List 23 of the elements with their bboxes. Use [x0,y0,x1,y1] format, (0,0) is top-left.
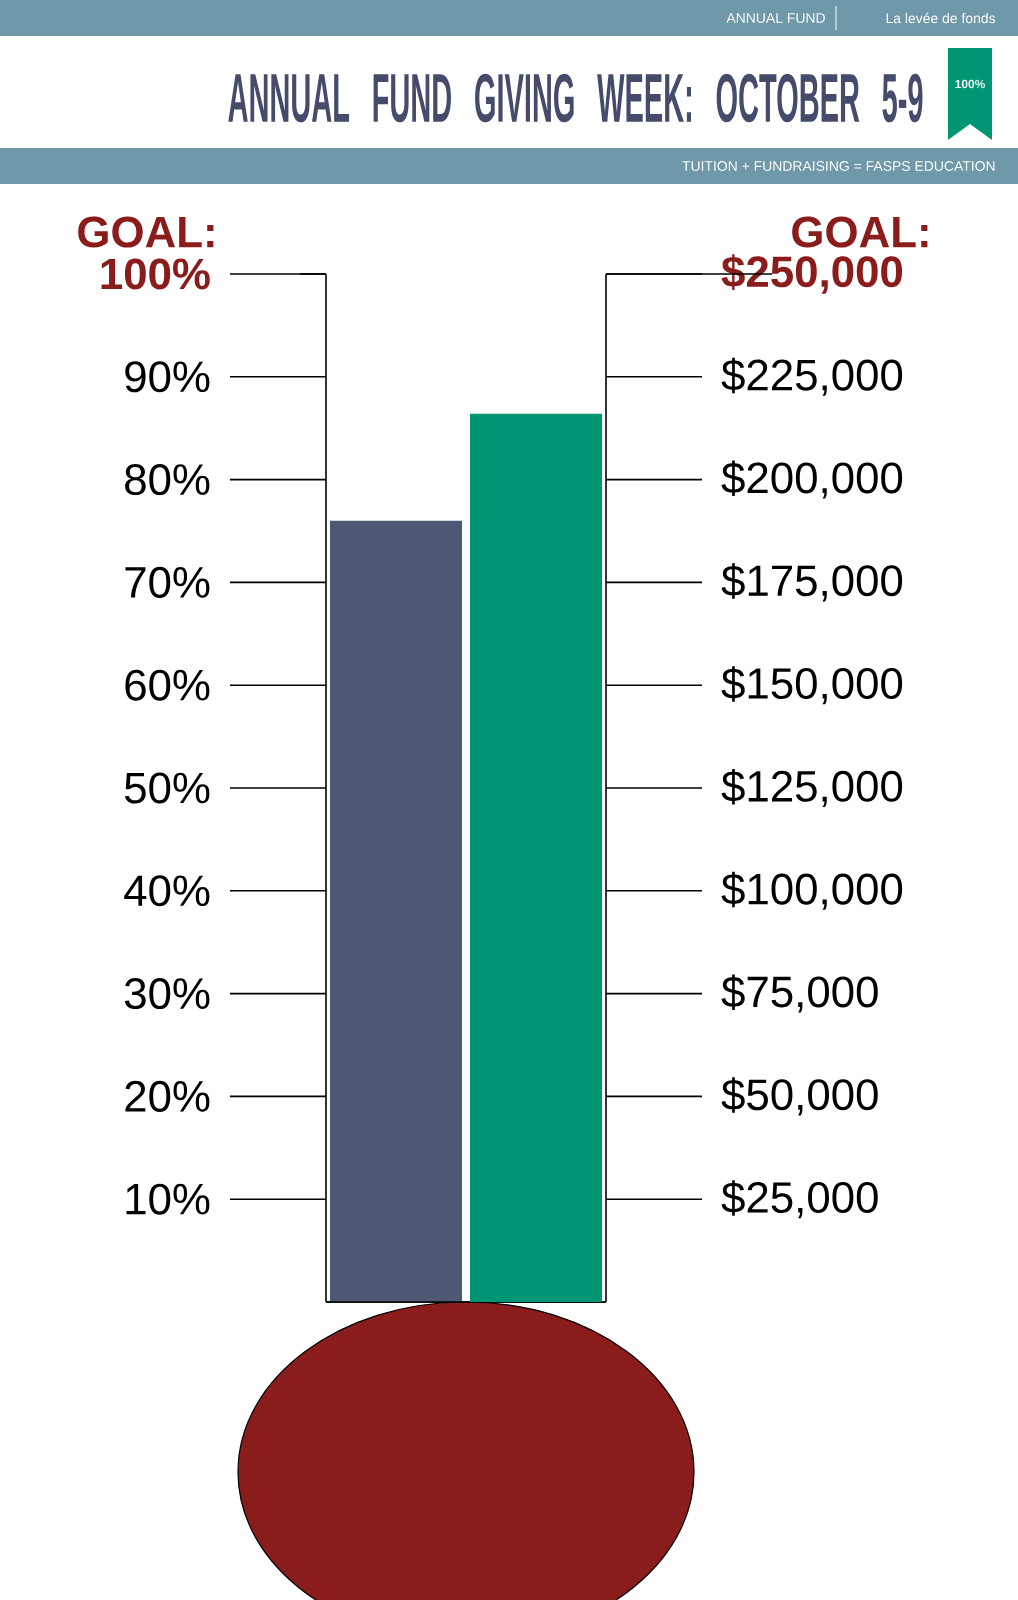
y-tick-label: 100% [101,258,210,290]
ref-line-label: GOAL: [78,216,214,248]
y2-tick-label: $225,000 [721,357,903,396]
y2-tick-label: $125,000 [721,768,903,807]
ref-line-label: GOAL: [792,216,928,248]
y2-tick-label: $100,000 [721,871,903,910]
y-tick-label: 10% [126,1183,210,1215]
y-tick-label: 80% [125,464,210,496]
y-tick-label: 40% [124,875,210,907]
y2-tick-label: $50,000 [721,1077,878,1116]
y2-tick-label: $250,000 [721,254,903,294]
y2-tick-label: $150,000 [721,666,903,705]
y-tick-label: 50% [124,772,210,804]
y-tick-label: 90% [125,361,210,393]
y-tick-label: 30% [124,978,210,1010]
y2-tick-label: $75,000 [721,974,878,1013]
y2-tick-label: $25,000 [721,1180,878,1219]
y2-tick-label: $175,000 [721,563,903,602]
chart-title: ANNUAL FUND GIVING WEEK: OCTOBER 5-9 [228,73,923,123]
y2-tick-label: $200,000 [721,460,903,499]
y-tick-label: 20% [125,1080,210,1112]
y-tick-label: 70% [125,566,210,598]
y-tick-label: 60% [125,669,210,701]
